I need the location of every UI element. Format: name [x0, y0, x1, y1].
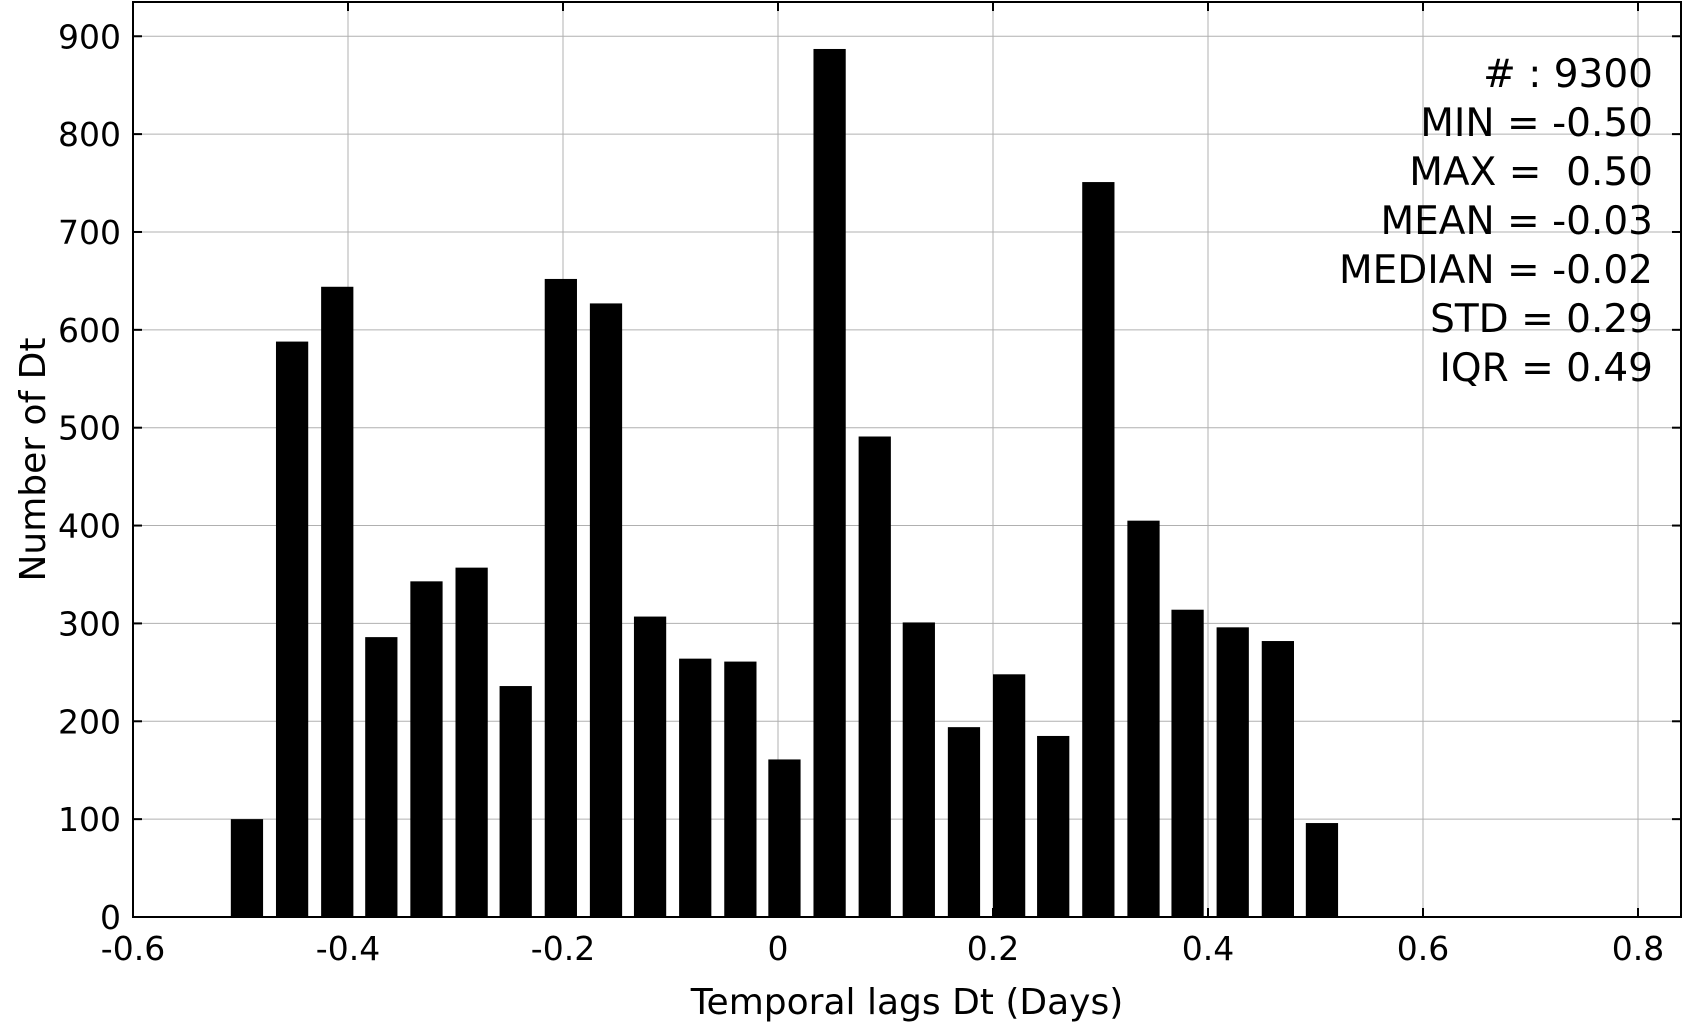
bar — [410, 581, 443, 917]
x-tick-label: 0.2 — [967, 929, 1019, 968]
x-tick-label: 0.4 — [1182, 929, 1234, 968]
bar — [365, 637, 398, 917]
bar — [275, 341, 309, 918]
x-tick-label: -0.4 — [316, 929, 380, 968]
stat-line: # : 9300 — [1483, 52, 1653, 97]
y-axis-title: Number of Dt — [13, 337, 54, 581]
stat-line: STD = 0.29 — [1430, 297, 1653, 342]
bar — [1261, 641, 1294, 917]
bar — [230, 819, 264, 917]
bar — [768, 759, 801, 917]
bar — [858, 436, 891, 917]
bar — [724, 661, 757, 917]
bar — [455, 567, 488, 917]
x-tick-label: 0.6 — [1397, 929, 1449, 968]
stat-line: MIN = -0.50 — [1420, 101, 1653, 146]
y-tick-label: 100 — [58, 800, 121, 839]
bar — [321, 286, 354, 917]
x-tick-label: 0.8 — [1612, 929, 1664, 968]
stat-line: MEDIAN = -0.02 — [1339, 248, 1653, 293]
y-tick-labels: 0 100 200 300 400 500 600 700 800 900 — [58, 17, 121, 937]
bar — [1171, 609, 1204, 917]
bar — [1037, 735, 1070, 917]
axis-ticks — [132, 2, 1681, 918]
stat-line: IQR = 0.49 — [1439, 346, 1653, 391]
y-tick-label: 0 — [100, 898, 121, 937]
bar — [1127, 520, 1160, 917]
x-tick-label: -0.2 — [531, 929, 595, 968]
bar — [993, 674, 1026, 917]
y-tick-label: 600 — [58, 311, 121, 350]
x-tick-label: 0 — [768, 929, 789, 968]
bar — [633, 616, 667, 917]
bar — [947, 727, 981, 917]
plot-frame — [132, 1, 1682, 918]
bar — [1305, 823, 1339, 917]
bar — [813, 48, 846, 917]
bar — [589, 303, 623, 918]
y-tick-label: 900 — [58, 17, 121, 56]
x-tick-labels: -0.6 -0.4 -0.2 0 0.2 0.4 0.6 0.8 — [101, 929, 1664, 968]
y-tick-label: 400 — [58, 507, 121, 546]
stat-line: MEAN = -0.03 — [1380, 199, 1653, 244]
bar — [679, 658, 712, 917]
bar — [544, 278, 577, 917]
y-tick-label: 700 — [58, 213, 121, 252]
bar — [1216, 627, 1249, 917]
stat-line: MAX = 0.50 — [1409, 150, 1653, 195]
y-tick-label: 200 — [58, 702, 121, 741]
x-axis-title: Temporal lags Dt (Days) — [690, 982, 1124, 1023]
y-tick-label: 300 — [58, 604, 121, 643]
y-tick-label: 500 — [58, 409, 121, 448]
bar — [1082, 182, 1115, 917]
bar — [499, 686, 532, 917]
y-tick-label: 800 — [58, 115, 121, 154]
x-tick-label: -0.6 — [101, 929, 165, 968]
bar — [902, 622, 935, 917]
bars — [230, 48, 1339, 918]
